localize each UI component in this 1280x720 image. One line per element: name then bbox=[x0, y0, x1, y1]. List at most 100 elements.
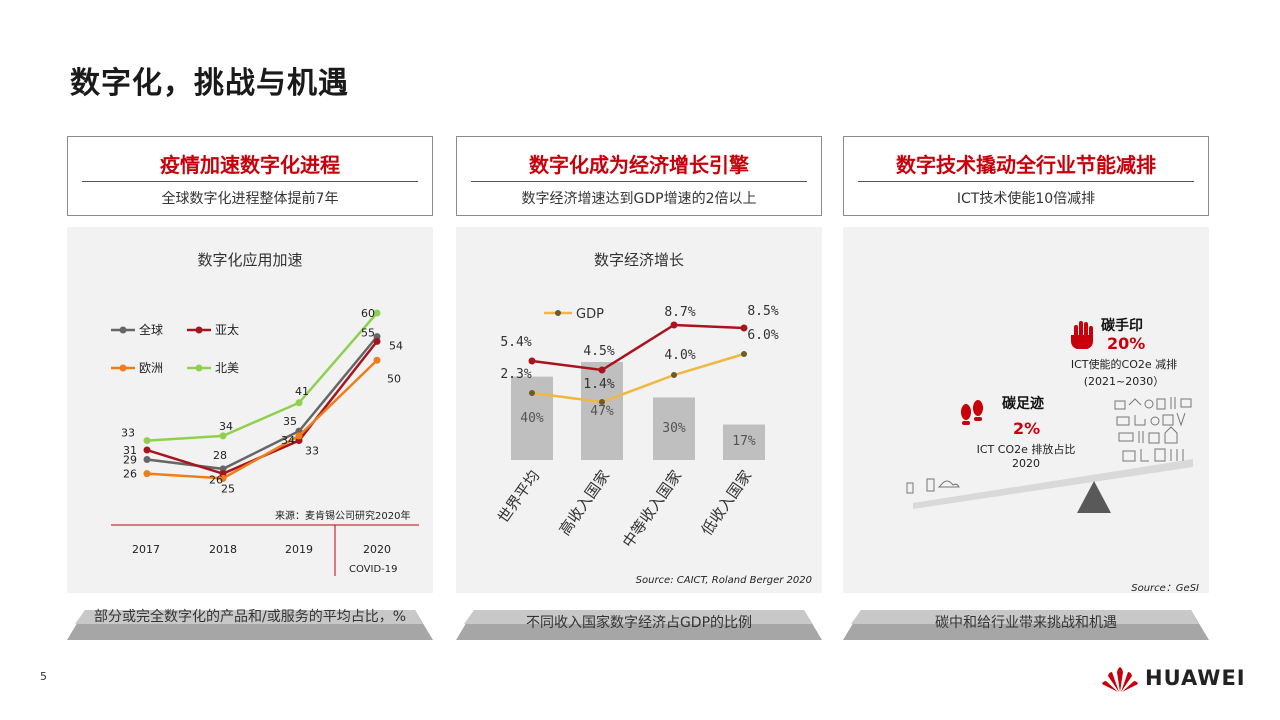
column1-chart-title: 数字化应用加速 bbox=[197, 251, 303, 269]
series-line-亚太 bbox=[146, 340, 378, 475]
digital-economy-point bbox=[670, 321, 678, 329]
x-tick-2019: 2019 bbox=[285, 543, 313, 556]
slide-title: 数字化，挑战与机遇 bbox=[70, 66, 349, 101]
digital-economy-combo-chart: 40% 47% 30% 17% 5.4% 4.5% 8.7% 8.5% 2.3% 1.4% 4.0%… bbox=[494, 304, 779, 551]
bar-label: 17% bbox=[732, 434, 756, 449]
covid-note: COVID-19 bbox=[349, 564, 398, 575]
legend-marker-北美 bbox=[195, 364, 203, 372]
legend-marker-gdp bbox=[555, 310, 561, 316]
data-point-北美-2018 bbox=[219, 432, 227, 440]
page-number: 5 bbox=[40, 670, 47, 683]
column1-platform-shape bbox=[67, 610, 433, 640]
data-point-北美-2019 bbox=[295, 399, 303, 407]
legend-marker-亚太 bbox=[195, 326, 203, 334]
series-line-全球 bbox=[146, 335, 378, 471]
gdp-point bbox=[741, 351, 747, 357]
data-point-北美-2020 bbox=[373, 309, 381, 317]
digital-growth-label: 5.4% bbox=[500, 335, 531, 350]
huawei-logo-icon bbox=[1102, 667, 1138, 692]
data-point-北美-2017 bbox=[143, 437, 151, 445]
column1-caption: 部分或完全数字化的产品和/或服务的平均占比，% bbox=[93, 609, 407, 625]
bar-label: 47% bbox=[590, 404, 614, 419]
brand-wordmark: HUAWEI bbox=[1145, 666, 1246, 690]
digital-economy-point bbox=[740, 324, 748, 332]
column2-subheading: 数字经济增速达到GDP增速的2倍以上 bbox=[521, 191, 757, 207]
x-tick-2018: 2018 bbox=[209, 543, 237, 556]
digital-growth-label: 4.5% bbox=[583, 344, 614, 359]
gdp-point bbox=[599, 399, 605, 405]
gdp-growth-label: 4.0% bbox=[664, 348, 695, 363]
column3-source: Source：GeSI bbox=[1131, 583, 1199, 594]
gdp-growth-label: 1.4% bbox=[583, 377, 614, 392]
footprint-title: 碳足迹 bbox=[1002, 396, 1044, 412]
legend-label-gdp: GDP bbox=[576, 307, 604, 322]
column2-source: Source: CAICT, Roland Berger 2020 bbox=[635, 575, 812, 586]
column2-platform-shape bbox=[456, 610, 822, 640]
digital-economy-point bbox=[528, 357, 536, 365]
point-label: 41 bbox=[295, 385, 309, 398]
data-point-亚太-2017 bbox=[143, 446, 151, 454]
device-icons bbox=[906, 478, 960, 494]
point-label: 55 bbox=[361, 327, 375, 340]
handprint-line2: (2021~2030） bbox=[1083, 375, 1165, 388]
data-point-欧洲-2018 bbox=[219, 474, 227, 482]
point-label: 34 bbox=[281, 434, 295, 447]
column2-header: 数字化成为经济增长引擎 数字经济增速达到GDP增速的2倍以上 bbox=[456, 136, 822, 216]
x-tick-2020: 2020 bbox=[363, 543, 391, 556]
digital-growth-label: 8.5% bbox=[747, 304, 778, 319]
bar-label: 30% bbox=[662, 421, 686, 436]
digital-economy-point bbox=[598, 366, 606, 374]
legend-label-北美: 北美 bbox=[215, 361, 239, 375]
handprint-title: 碳手印 bbox=[1101, 318, 1143, 334]
point-label: 34 bbox=[219, 420, 233, 433]
point-label: 26 bbox=[123, 468, 137, 481]
gdp-growth-label: 2.3% bbox=[500, 367, 531, 382]
legend-label-全球: 全球 bbox=[139, 322, 163, 337]
column3-caption-base: 碳中和给行业带来挑战和机遇 bbox=[843, 600, 1209, 644]
point-label: 28 bbox=[213, 449, 227, 462]
column2-divider bbox=[471, 181, 807, 182]
data-point-欧洲-2019 bbox=[295, 432, 303, 440]
column2-chart-title: 数字经济增长 bbox=[593, 251, 684, 269]
gdp-point bbox=[529, 390, 535, 396]
data-point-欧洲-2017 bbox=[143, 470, 151, 478]
point-label: 50 bbox=[387, 372, 401, 385]
handprint-percent: 20% bbox=[1107, 334, 1146, 353]
footprint-icon bbox=[961, 400, 983, 425]
x-tick-高收入国家: 高收入国家 bbox=[556, 467, 614, 539]
footprint-line2: 2020 bbox=[1012, 457, 1040, 470]
column3-caption: 碳中和给行业带来挑战和机遇 bbox=[935, 615, 1117, 631]
point-label: 33 bbox=[305, 445, 319, 458]
seesaw-plank bbox=[913, 459, 1193, 509]
seesaw-fulcrum bbox=[1077, 481, 1111, 513]
column1-heading: 疫情加速数字化进程 bbox=[160, 153, 340, 177]
point-label: 26 bbox=[209, 474, 223, 487]
legend-marker-欧洲 bbox=[119, 364, 127, 372]
industry-icons bbox=[1114, 397, 1192, 462]
column2-chart-panel: 数字经济增长 40% 47% 30% 17% 5.4% 4.5% 8.7% 8.5% 2.3% 1… bbox=[456, 227, 822, 593]
column2-heading: 数字化成为经济增长引擎 bbox=[529, 153, 749, 177]
point-label: 35 bbox=[283, 415, 297, 428]
point-label: 25 bbox=[221, 482, 235, 495]
column1-divider bbox=[82, 181, 418, 182]
column1-subheading: 全球数字化进程整体提前7年 bbox=[161, 191, 339, 207]
x-tick-2017: 2017 bbox=[132, 543, 160, 556]
gdp-line bbox=[531, 352, 745, 404]
series-line-欧洲 bbox=[146, 359, 378, 480]
x-tick-中等收入国家: 中等收入国家 bbox=[619, 467, 685, 551]
column3-platform-shape bbox=[843, 610, 1209, 640]
column3-heading: 数字技术撬动全行业节能减排 bbox=[896, 153, 1156, 177]
handprint-line1: ICT使能的CO2e 减排 bbox=[1070, 358, 1178, 371]
bar-中等收入国家 bbox=[653, 397, 695, 460]
digital-economy-line bbox=[531, 323, 745, 372]
x-tick-世界平均: 世界平均 bbox=[494, 467, 543, 526]
x-tick-低收入国家: 低收入国家 bbox=[698, 467, 756, 539]
column3-illustration-panel: 碳手印 20% ICT使能的CO2e 减排 (2021~2030） 碳足迹 2%… bbox=[843, 227, 1209, 594]
column2-caption: 不同收入国家数字经济占GDP的比例 bbox=[525, 615, 753, 631]
data-point-亚太-2020 bbox=[373, 337, 381, 345]
bar-label: 40% bbox=[520, 411, 544, 426]
footprint-percent: 2% bbox=[1013, 419, 1041, 438]
legend-label-亚太: 亚太 bbox=[215, 322, 239, 337]
column3-header: 数字技术撬动全行业节能减排 ICT技术使能10倍减排 bbox=[843, 136, 1209, 216]
data-point-全球-2017 bbox=[143, 455, 151, 463]
